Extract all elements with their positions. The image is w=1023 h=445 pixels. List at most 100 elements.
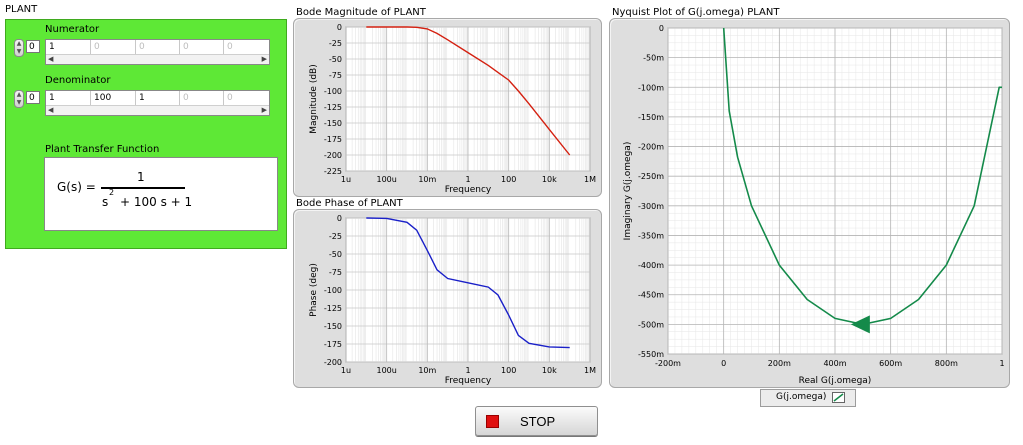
- y-tick-label: -200m: [638, 143, 664, 152]
- numerator-element[interactable]: 0: [136, 40, 180, 54]
- chart-title: Bode Phase of PLANT: [296, 198, 403, 209]
- denominator-label: Denominator: [45, 75, 111, 86]
- x-tick-label: 600m: [879, 359, 902, 368]
- tf-lhs: G(s) =: [57, 180, 96, 194]
- stop-button-label: STOP: [520, 414, 556, 429]
- x-tick-label: 0: [721, 359, 726, 368]
- transfer-function-display: G(s) = 1 s 2 + 100 s + 1: [44, 157, 278, 231]
- tf-fraction-bar: [101, 187, 185, 189]
- tf-denominator-s: s: [102, 195, 109, 209]
- numerator-label: Numerator: [45, 24, 100, 35]
- y-tick-label: -450m: [638, 291, 664, 300]
- y-tick-label: -225: [324, 167, 342, 176]
- y-tick-label: -200: [324, 358, 342, 367]
- y-tick-label: -150m: [638, 113, 664, 122]
- y-tick-label: -75: [329, 268, 342, 277]
- x-tick-label: 100: [501, 175, 516, 184]
- numerator-index-spinner[interactable]: ▲ ▼: [14, 39, 24, 57]
- y-tick-label: -125: [324, 103, 342, 112]
- x-tick-label: 800m: [935, 359, 958, 368]
- y-tick-label: -25: [329, 39, 342, 48]
- y-tick-label: -50m: [643, 54, 664, 63]
- scroll-right-icon[interactable]: ▶: [261, 106, 267, 114]
- y-tick-label: -150: [324, 322, 342, 331]
- denominator-array: 1 100 1 0 0 ◀ ▶: [45, 90, 270, 116]
- y-axis-label: Magnitude (dB): [309, 64, 319, 133]
- y-tick-label: -300m: [638, 202, 664, 211]
- y-tick-label: -250m: [638, 172, 664, 181]
- x-tick-label: 10k: [542, 175, 557, 184]
- x-tick-label: 200m: [768, 359, 791, 368]
- tf-numerator: 1: [137, 170, 145, 184]
- y-tick-label: -200: [324, 151, 342, 160]
- legend-series-label: G(j.omega): [776, 392, 827, 402]
- numerator-element[interactable]: 0: [91, 40, 136, 54]
- x-axis-label: Real G(j.omega): [799, 376, 872, 386]
- numerator-element[interactable]: 0: [227, 42, 233, 52]
- stop-button[interactable]: STOP: [475, 406, 598, 436]
- x-tick-label: 100: [501, 366, 516, 375]
- x-tick-label: 1: [465, 175, 470, 184]
- numerator-index-field[interactable]: 0: [26, 40, 40, 53]
- nyquist-legend[interactable]: G(j.omega): [760, 389, 856, 407]
- scroll-left-icon[interactable]: ◀: [48, 106, 54, 114]
- denominator-element[interactable]: 0: [180, 91, 224, 105]
- y-tick-label: -175: [324, 340, 342, 349]
- x-tick-label: 1: [999, 359, 1004, 368]
- y-tick-label: -100m: [638, 83, 664, 92]
- y-axis-label: Phase (deg): [309, 263, 319, 317]
- y-tick-label: -75: [329, 71, 342, 80]
- nyquist-graph[interactable]: 0 -50m -100m -150m -200m -250m -300m -350m -400m…: [609, 18, 1010, 388]
- denominator-element[interactable]: 1: [46, 91, 91, 105]
- numerator-array: 1 0 0 0 0 ◀ ▶: [45, 39, 270, 65]
- numerator-element[interactable]: 1: [46, 40, 91, 54]
- y-tick-label: -50: [329, 250, 342, 259]
- plant-title: PLANT: [5, 4, 38, 15]
- y-tick-label: 0: [337, 214, 342, 223]
- series-line: [366, 26, 571, 156]
- series-line: [366, 217, 570, 349]
- y-tick-label: -100: [324, 87, 342, 96]
- x-tick-label: 10m: [418, 175, 436, 184]
- bode-phase-graph[interactable]: 0 -25 -50 -75 -100 -125 -150 -175 -200 1u 100u 10m…: [293, 209, 602, 388]
- x-tick-label: 1M: [584, 366, 596, 375]
- y-tick-label: -175: [324, 135, 342, 144]
- denominator-element[interactable]: 100: [91, 91, 136, 105]
- denominator-index-spinner[interactable]: ▲ ▼: [14, 90, 24, 108]
- x-tick-label: 1u: [341, 175, 351, 184]
- denominator-index-field[interactable]: 0: [26, 91, 40, 104]
- legend-line-icon: [832, 392, 845, 403]
- y-tick-label: -25: [329, 232, 342, 241]
- x-tick-label: 100u: [376, 175, 396, 184]
- tf-denominator-rest: + 100 s + 1: [120, 195, 193, 209]
- y-tick-label: -50: [329, 55, 342, 64]
- tf-denominator-exponent: 2: [109, 188, 115, 197]
- y-axis-label: Imaginary G(j.omega): [623, 142, 633, 241]
- scroll-left-icon[interactable]: ◀: [48, 55, 54, 63]
- x-tick-label: 10m: [418, 366, 436, 375]
- x-axis-label: Frequency: [445, 376, 492, 386]
- direction-arrow-icon: [850, 315, 870, 334]
- denominator-element[interactable]: 1: [136, 91, 180, 105]
- x-tick-label: 10k: [542, 366, 557, 375]
- denominator-scrollbar[interactable]: ◀ ▶: [46, 105, 269, 115]
- chart-title: Bode Magnitude of PLANT: [296, 7, 426, 18]
- x-tick-label: 400m: [823, 359, 846, 368]
- y-tick-label: -500m: [638, 320, 664, 329]
- bode-magnitude-graph[interactable]: 0 -25 -50 -75 -100 -125 -150 -175 -200 -225 1u 100…: [293, 18, 602, 197]
- stop-indicator-icon: [486, 415, 499, 428]
- y-tick-label: -550m: [638, 350, 664, 359]
- x-tick-label: -200m: [655, 359, 681, 368]
- y-tick-label: -125: [324, 304, 342, 313]
- y-tick-label: -350m: [638, 231, 664, 240]
- x-tick-label: 100u: [376, 366, 396, 375]
- y-tick-label: -100: [324, 286, 342, 295]
- y-tick-label: -150: [324, 119, 342, 128]
- numerator-scrollbar[interactable]: ◀ ▶: [46, 54, 269, 64]
- scroll-right-icon[interactable]: ▶: [261, 55, 267, 63]
- y-tick-label: -400m: [638, 261, 664, 270]
- series-line: [722, 27, 1002, 326]
- numerator-element[interactable]: 0: [180, 40, 224, 54]
- x-tick-label: 1: [465, 366, 470, 375]
- denominator-element[interactable]: 0: [227, 93, 233, 103]
